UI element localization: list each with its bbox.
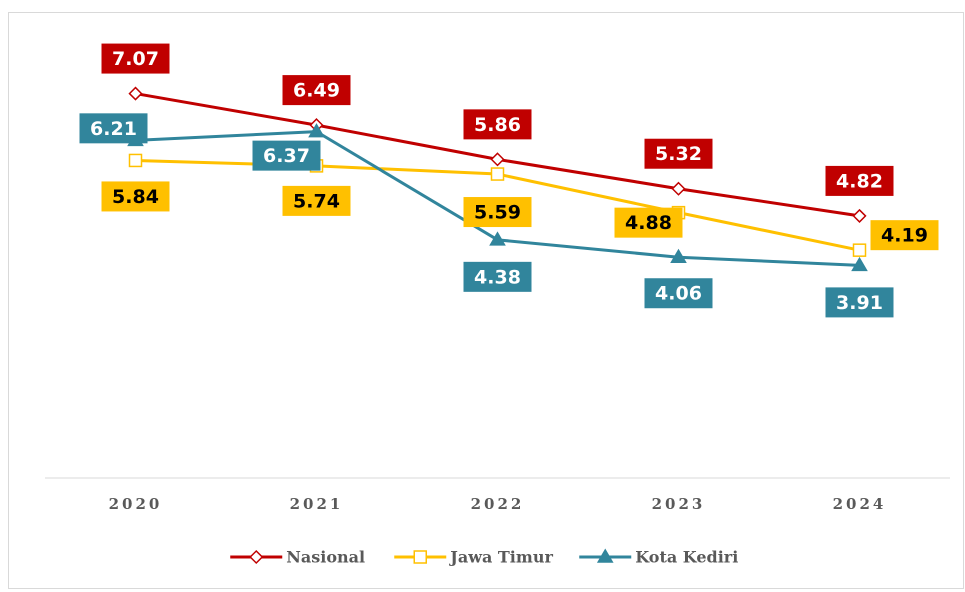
marker xyxy=(852,243,867,257)
legend-marker xyxy=(249,549,264,565)
legend-label: Kota Kediri xyxy=(635,548,738,567)
data-label: 4.06 xyxy=(655,283,702,305)
data-label-bg xyxy=(463,261,532,292)
data-label-bg xyxy=(282,185,351,216)
x-tick-label: 2022 xyxy=(471,495,525,513)
marker xyxy=(490,152,505,167)
x-tick-label: 2021 xyxy=(290,495,344,513)
x-tick-label: 2024 xyxy=(833,495,887,513)
marker xyxy=(128,86,143,101)
legend-label: Nasional xyxy=(286,548,365,567)
data-label-bg xyxy=(101,43,170,74)
data-label-bg xyxy=(101,181,170,212)
data-label: 4.88 xyxy=(625,212,672,234)
data-label-bg xyxy=(252,140,321,171)
data-label: 6.49 xyxy=(293,80,340,102)
marker xyxy=(308,123,325,138)
data-label: 5.74 xyxy=(293,190,340,212)
data-label-bg xyxy=(870,220,939,251)
marker xyxy=(851,256,868,272)
marker xyxy=(489,231,506,246)
data-label-bg xyxy=(825,165,894,196)
data-label: 4.82 xyxy=(836,170,883,192)
data-label-bg xyxy=(614,207,683,238)
data-label: 6.21 xyxy=(90,118,137,140)
data-label: 5.86 xyxy=(474,114,521,136)
data-label-bg xyxy=(463,197,532,228)
data-label-bg xyxy=(644,138,713,169)
legend-label: Jawa Timur xyxy=(448,548,553,567)
data-label: 5.32 xyxy=(655,143,702,165)
marker xyxy=(128,153,143,168)
data-label-bg xyxy=(282,75,351,106)
data-label: 6.37 xyxy=(263,145,310,167)
marker xyxy=(671,181,686,196)
chart-border xyxy=(8,12,964,589)
data-label: 5.59 xyxy=(474,202,521,224)
legend-marker xyxy=(596,548,614,563)
data-label-bg xyxy=(463,109,532,140)
data-label: 4.38 xyxy=(474,266,521,288)
legend-marker xyxy=(413,550,427,564)
data-label: 4.19 xyxy=(881,225,928,247)
marker xyxy=(490,167,505,181)
data-label: 5.84 xyxy=(112,186,159,208)
data-label-bg xyxy=(644,278,713,309)
x-tick-label: 2020 xyxy=(109,495,163,513)
marker xyxy=(852,208,867,223)
data-label: 7.07 xyxy=(112,48,159,70)
marker xyxy=(670,248,687,263)
data-label-bg xyxy=(825,287,894,318)
data-label-bg xyxy=(79,113,148,144)
x-tick-label: 2023 xyxy=(652,495,706,513)
data-label: 3.91 xyxy=(836,292,883,314)
